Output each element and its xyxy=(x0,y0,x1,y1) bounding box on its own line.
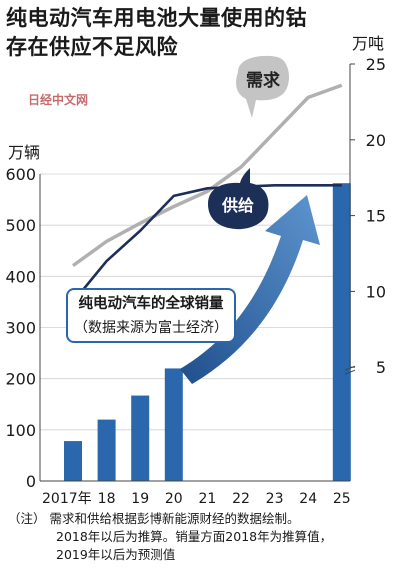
title-line-1: 纯电动汽车用电池大量使用的钴 xyxy=(6,6,307,30)
demand-line xyxy=(71,83,343,268)
bar xyxy=(97,419,116,481)
chart-title: 纯电动汽车用电池大量使用的钴 存在供应不足风险 xyxy=(6,4,366,62)
sales-legend-source: （数据来源为富士经济） xyxy=(74,319,228,336)
axis-break xyxy=(344,369,356,375)
chart-labels: 0 100 200 300 400 500 600 5 10 15 20 25 2017年 18 19 20 2… xyxy=(5,34,386,507)
bar xyxy=(64,441,82,481)
x-tick-label: 18 xyxy=(98,491,116,507)
left-tick-label: 500 xyxy=(5,216,36,235)
x-tick-label: 23 xyxy=(266,491,284,507)
bar-series xyxy=(64,183,351,481)
left-tick-label: 300 xyxy=(5,319,36,338)
left-tick-label: 600 xyxy=(5,165,36,184)
bar xyxy=(332,183,351,481)
left-tick-label: 0 xyxy=(26,472,36,491)
left-tick-label: 100 xyxy=(5,421,36,440)
x-tick-label: 19 xyxy=(131,491,149,507)
bar xyxy=(131,395,150,481)
x-tick-label: 25 xyxy=(333,491,351,507)
right-tick-label: 25 xyxy=(366,55,386,74)
supply-label: 供给 xyxy=(221,196,254,215)
bar xyxy=(164,368,183,481)
right-tick-label: 20 xyxy=(366,131,386,150)
right-unit-label: 万吨 xyxy=(352,34,384,53)
right-tick-label: 15 xyxy=(366,207,386,226)
axes xyxy=(39,63,356,482)
demand-callout xyxy=(236,55,289,118)
x-tick-label: 24 xyxy=(299,491,317,507)
supply-callout xyxy=(208,168,269,230)
x-tick-label: 20 xyxy=(165,491,183,507)
note-line-1: 需求和供给根据彭博新能源财经的数据绘制。 xyxy=(49,511,300,526)
footnote: （注） 需求和供给根据彭博新能源财经的数据绘制。 2018年以后为推算。销量方面2… xyxy=(8,510,396,564)
right-tick-label: 10 xyxy=(366,282,386,301)
sales-legend-title: 纯电动汽车的全球销量 xyxy=(79,294,224,312)
right-tick-label: 5 xyxy=(376,358,386,377)
note-line-2: 2018年以后为推算。销量方面2018年为推算值， xyxy=(56,529,333,544)
line-series xyxy=(71,83,343,303)
note-line-3: 2019年以后为预测值 xyxy=(56,547,176,562)
supply-line xyxy=(71,183,342,303)
growth-arrow xyxy=(180,195,320,384)
demand-label: 需求 xyxy=(246,70,280,91)
sales-legend-box xyxy=(66,288,236,343)
watermark: 日经中文网 xyxy=(28,92,88,107)
left-unit-label: 万辆 xyxy=(8,143,40,162)
left-tick-label: 200 xyxy=(5,370,36,389)
left-tick-label: 400 xyxy=(5,267,36,286)
title-line-2: 存在供应不足风险 xyxy=(6,35,178,59)
note-prefix: （注） xyxy=(8,511,46,526)
x-tick-label: 21 xyxy=(198,491,216,507)
x-tick-label: 2017年 xyxy=(42,491,92,507)
x-tick-label: 22 xyxy=(232,491,250,507)
